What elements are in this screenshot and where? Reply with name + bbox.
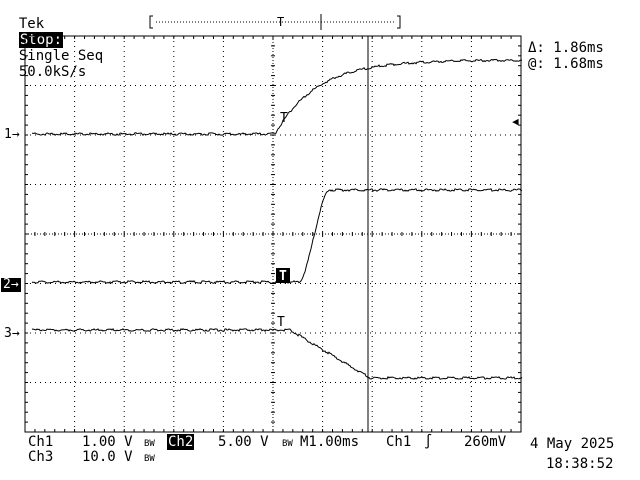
footer-ch3-scale: 10.0 V [82, 449, 133, 465]
ch1-trace [31, 58, 523, 136]
cursor-position-readout: @: 1.68ms [528, 56, 604, 72]
ch3-ground-marker[interactable]: 3→ [4, 326, 20, 341]
ch3-trace [31, 327, 523, 380]
trigger-position-icon: T [277, 15, 284, 29]
graticule [24, 35, 522, 433]
acq-mode-label: Single Seq [18, 48, 104, 64]
footer-date: 4 May 2025 [530, 436, 615, 452]
footer-time: 18:38:52 [546, 456, 614, 472]
footer-timebase: M1.00ms [300, 434, 360, 450]
footer-ch1-scale: 1.00 V [82, 434, 133, 450]
footer-ch2-label: Ch2 [167, 434, 195, 450]
footer-ch3-bw-icon: BW [144, 454, 155, 464]
record-position-bracket[interactable] [149, 14, 401, 30]
cursor-delta-readout: Δ: 1.86ms [528, 40, 604, 56]
footer-ch2-bw-icon: BW [282, 439, 293, 449]
footer-trigger-source: Ch1 [386, 434, 412, 450]
ch1-trigger-icon: T [280, 111, 288, 126]
ch1-ground-marker[interactable]: 1→ [4, 127, 20, 142]
trigger-level-icon[interactable]: ◀ [512, 115, 519, 128]
ch3-trigger-icon: T [277, 315, 285, 330]
footer-ch3-label: Ch3 [28, 449, 54, 465]
sample-rate-label: 50.0kS/s [18, 64, 87, 80]
ch2-trigger-badge [276, 268, 290, 283]
footer-ch2-scale: 5.00 V [218, 434, 269, 450]
footer-ch1-bw-icon: BW [144, 439, 155, 449]
brand-label: Tek [18, 16, 45, 32]
footer-trigger-slope-icon: ∫ [424, 434, 433, 450]
ch2-trigger-icon: T [279, 269, 287, 284]
ch2-ground-marker[interactable]: 2→ [1, 277, 21, 292]
footer-ch1-label: Ch1 [28, 434, 54, 450]
footer-trigger-level: 260mV [464, 434, 507, 450]
